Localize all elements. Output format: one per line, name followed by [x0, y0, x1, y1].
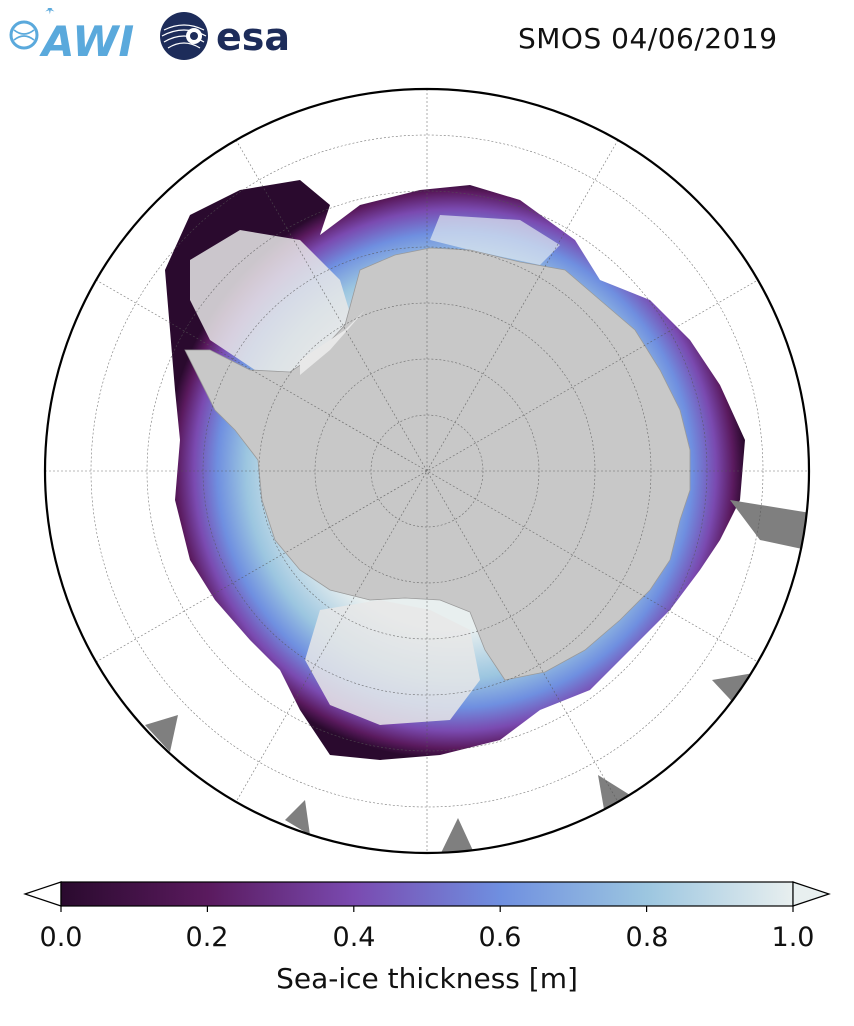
- thick-ice-weddell: [190, 230, 355, 375]
- colorbar-tick-label: 0.6: [478, 922, 522, 953]
- colorbar-tick-label: 0.8: [625, 922, 669, 953]
- awi-globe-icon: [9, 20, 39, 50]
- colorbar-tick-marks: [60, 906, 794, 912]
- esa-logo: esa: [160, 12, 290, 60]
- antarctica-land: [184, 247, 691, 681]
- colorbar-tick-label: 0.4: [332, 922, 376, 953]
- ice-shelf: [300, 310, 365, 375]
- esa-logo-text: esa: [216, 15, 290, 59]
- colorbar-gradient: [60, 881, 794, 907]
- antarctic-sea-ice-map: [43, 87, 811, 855]
- esa-emblem-icon: [160, 12, 208, 60]
- colorbar-label: Sea-ice thickness [m]: [276, 962, 578, 995]
- colorbar-extend-min: [23, 881, 62, 907]
- colorbar-tick-label: 1.0: [771, 922, 815, 953]
- thick-ice-east: [430, 215, 560, 265]
- graticule: [45, 89, 809, 853]
- thick-ice-ross: [305, 600, 480, 725]
- map-boundary: [43, 87, 811, 855]
- svg-text:✶: ✶: [44, 8, 56, 18]
- colorbar-extend-max: [792, 881, 831, 907]
- colorbar-tick-label: 0.0: [39, 922, 83, 953]
- awi-logo-text: AWI: [39, 17, 134, 62]
- map-title: SMOS 04/06/2019: [518, 22, 778, 55]
- nodata-wedges: [145, 500, 809, 853]
- colorbar-tick-label: 0.2: [185, 922, 229, 953]
- colorbar: [23, 881, 831, 912]
- awi-logo: ✶ AWI: [9, 8, 134, 62]
